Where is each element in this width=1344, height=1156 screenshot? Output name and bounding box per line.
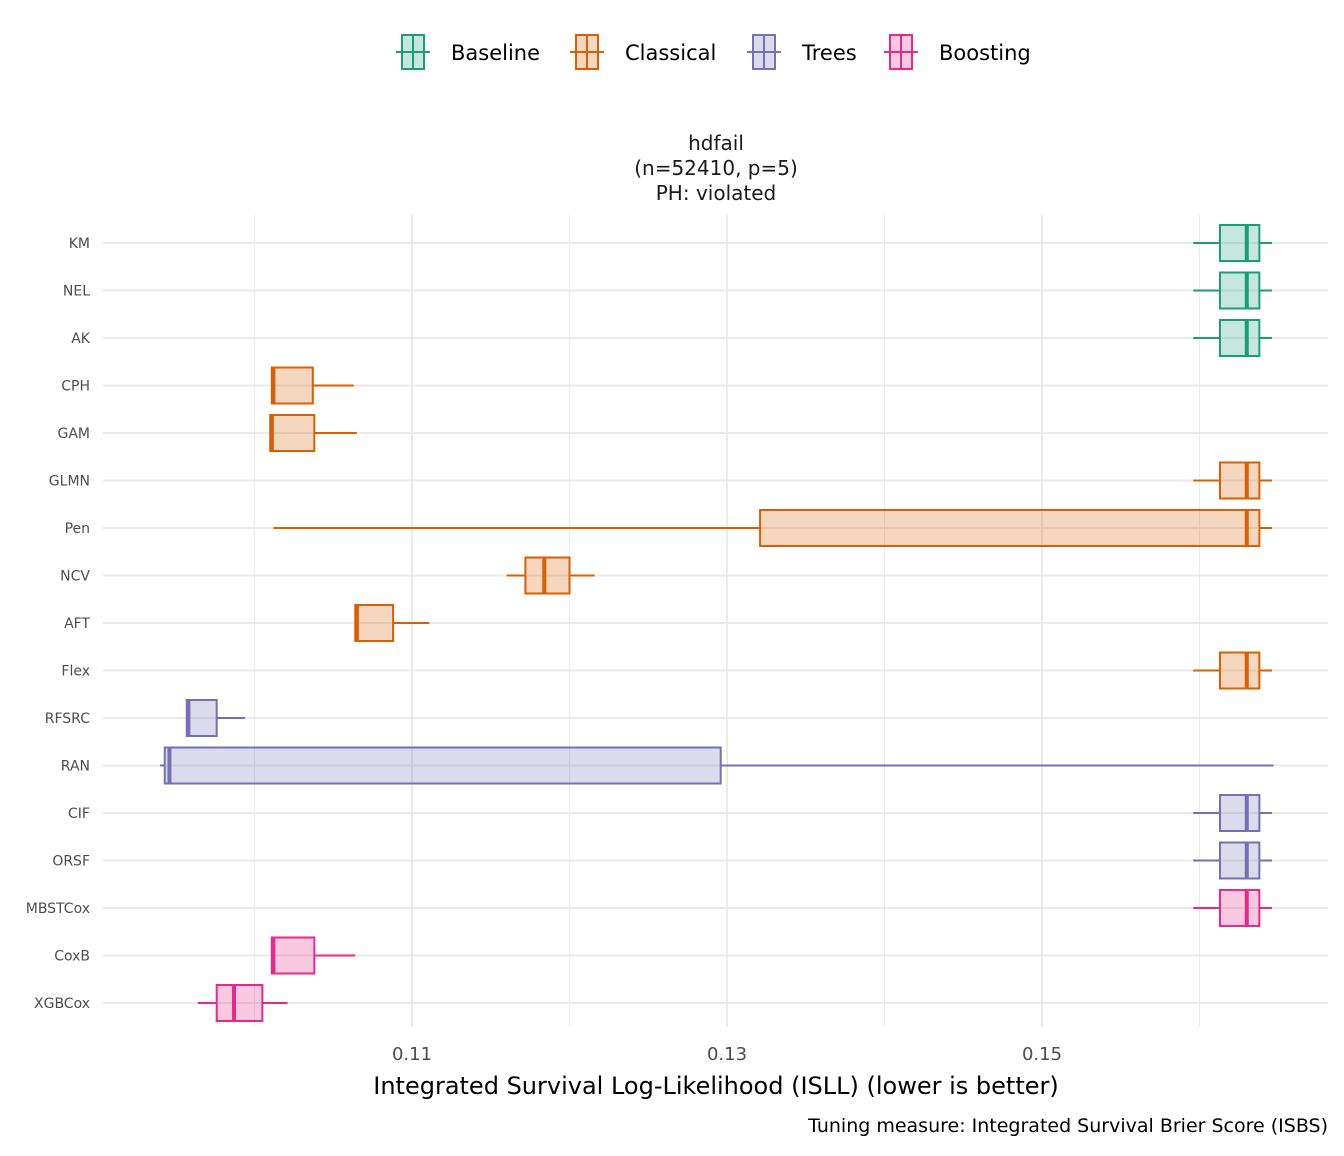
y-tick-label: Flex [61, 664, 90, 680]
y-tick-label: RAN [61, 759, 90, 775]
iqr-box [1218, 794, 1261, 832]
y-tick-label: NEL [63, 284, 90, 300]
y-tick-label: ORSF [52, 854, 90, 870]
box-rfsrc [185, 699, 246, 737]
y-tick-label: XGBCox [34, 996, 90, 1012]
legend-key-baseline [396, 34, 430, 70]
box-ak [1193, 319, 1272, 357]
box-xgbcox [197, 984, 288, 1022]
iqr-box [1218, 461, 1261, 500]
iqr-box [524, 556, 571, 595]
y-tick-label: KM [69, 236, 90, 252]
legend-label: Boosting [939, 41, 1031, 65]
y-tick-label: CIF [68, 806, 90, 822]
x-tick-label: 0.15 [1022, 1044, 1062, 1065]
box-nel [1193, 271, 1272, 310]
y-tick-label: AK [71, 331, 91, 347]
y-tick-label: GAM [57, 426, 90, 442]
iqr-box [1218, 224, 1261, 262]
iqr-box [270, 366, 314, 405]
y-tick-label: CPH [61, 379, 90, 395]
iqr-box [1218, 651, 1261, 690]
grid [103, 215, 1328, 1027]
legend-label: Classical [625, 41, 716, 65]
title-line: hdfail [688, 131, 744, 155]
iqr-box [1218, 271, 1261, 310]
legend: Baseline Classical Trees Boosting [396, 34, 1031, 70]
box-mbstcox [1193, 889, 1272, 927]
iqr-box [185, 699, 218, 737]
box-cif [1193, 794, 1272, 832]
legend-key-boosting [884, 34, 918, 70]
panel-title: hdfail(n=52410, p=5)PH: violated [634, 131, 798, 205]
iqr-box [1218, 889, 1261, 927]
title-line: (n=52410, p=5) [634, 156, 798, 180]
box-orsf [1193, 841, 1272, 880]
axes: KM NEL AK CPH GAM GLMN Pen NCV AFT Flex RFSRC RAN CI… [26, 236, 1328, 1137]
y-tick-label: MBSTCox [26, 901, 90, 917]
y-tick-label: RFSRC [45, 711, 90, 727]
box-ran [160, 746, 1274, 785]
iqr-box [1218, 319, 1261, 357]
y-tick-label: NCV [60, 569, 90, 585]
y-tick-label: CoxB [54, 949, 90, 965]
title-line: PH: violated [656, 181, 776, 205]
iqr-box [269, 414, 316, 452]
y-tick-label: GLMN [49, 474, 90, 490]
iqr-box [1218, 841, 1261, 880]
box-aft [354, 604, 430, 642]
boxes [160, 224, 1274, 1022]
x-tick-label: 0.11 [392, 1044, 432, 1065]
caption: Tuning measure: Integrated Survival Brie… [807, 1115, 1328, 1137]
iqr-box [163, 746, 722, 785]
iqr-box [215, 984, 264, 1022]
iqr-box [759, 509, 1261, 547]
y-tick-label: Pen [65, 521, 90, 537]
iqr-box [354, 604, 395, 642]
box-glmn [1193, 461, 1272, 500]
box-ncv [506, 556, 595, 595]
legend-label: Baseline [451, 41, 540, 65]
x-axis-label: Integrated Survival Log-Likelihood (ISLL… [373, 1072, 1059, 1100]
iqr-box [270, 936, 316, 975]
legend-key-trees [747, 34, 781, 70]
box-gam [269, 414, 357, 452]
box-km [1193, 224, 1272, 262]
legend-key-classical [570, 34, 604, 70]
box-pen [273, 509, 1272, 547]
box-flex [1193, 651, 1272, 690]
box-coxb [270, 936, 356, 975]
x-tick-label: 0.13 [707, 1044, 747, 1065]
box-cph [270, 366, 354, 405]
y-tick-label: AFT [64, 616, 90, 632]
legend-label: Trees [801, 41, 857, 65]
